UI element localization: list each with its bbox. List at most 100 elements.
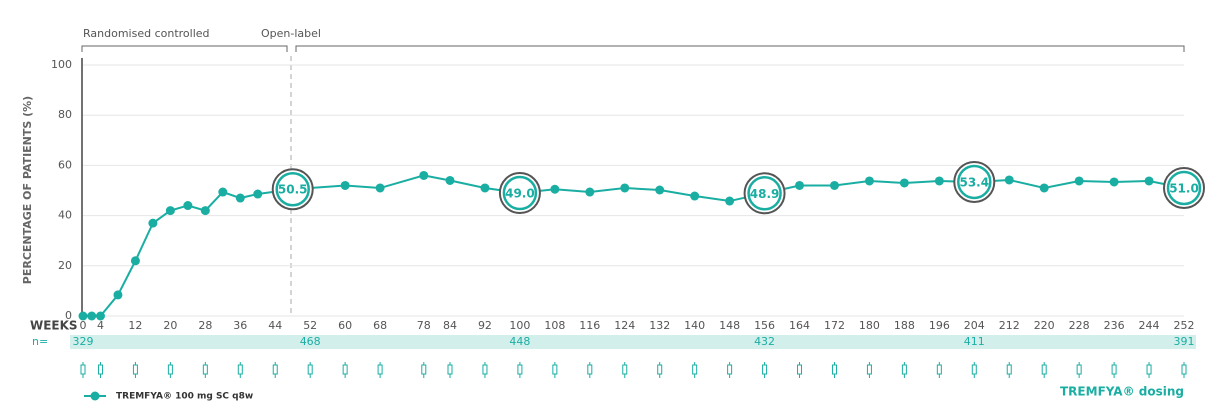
data-point xyxy=(1144,176,1154,186)
x-tick-label: 140 xyxy=(684,319,705,332)
dosing-icon xyxy=(307,362,313,378)
legend-label: TREMFYA® 100 mg SC q8w xyxy=(116,392,253,402)
sample-size: 411 xyxy=(964,335,985,348)
dosing-icon xyxy=(622,362,628,378)
y-tick-label: 60 xyxy=(58,158,72,171)
sample-size: 432 xyxy=(754,335,775,348)
phase-bracket xyxy=(295,45,1185,52)
data-point xyxy=(253,189,263,199)
x-tick-label: 236 xyxy=(1104,319,1125,332)
dosing-icon xyxy=(866,362,872,378)
phase-bracket xyxy=(81,45,288,52)
y-tick-label: 40 xyxy=(58,209,72,222)
data-point xyxy=(87,311,97,321)
data-label: 53.4 xyxy=(959,175,989,189)
dosing-icon xyxy=(727,362,733,378)
series-line xyxy=(83,174,1185,317)
x-tick-label: 52 xyxy=(303,319,317,332)
x-tick-label: 84 xyxy=(443,319,457,332)
data-point xyxy=(165,206,175,216)
data-point xyxy=(480,183,490,193)
x-tick-label: 172 xyxy=(824,319,845,332)
data-point xyxy=(620,183,630,193)
data-point xyxy=(864,176,874,186)
sample-size-band xyxy=(70,335,1196,349)
x-tick-label: 60 xyxy=(338,319,352,332)
data-point xyxy=(1039,183,1049,193)
x-tick-label: 212 xyxy=(999,319,1020,332)
dosing-icon xyxy=(167,362,173,378)
y-tick-label: 20 xyxy=(58,259,72,272)
x-tick-label: 0 xyxy=(80,319,87,332)
data-point xyxy=(795,180,805,190)
x-tick-label: 252 xyxy=(1174,319,1195,332)
dosing-icon xyxy=(971,362,977,378)
x-tick-label: 220 xyxy=(1034,319,1055,332)
legend-marker xyxy=(90,391,100,401)
dosing-icon xyxy=(1111,362,1117,378)
dosing-icon xyxy=(237,362,243,378)
dosing-icon xyxy=(936,362,942,378)
x-tick-label: 100 xyxy=(509,319,530,332)
data-point xyxy=(235,193,245,203)
data-point xyxy=(130,256,140,266)
sample-size: 391 xyxy=(1174,335,1195,348)
data-point xyxy=(183,201,193,211)
x-tick-label: 132 xyxy=(649,319,670,332)
x-tick-label: 188 xyxy=(894,319,915,332)
dosing-icon xyxy=(1041,362,1047,378)
data-point xyxy=(375,183,385,193)
data-point xyxy=(655,185,665,195)
dosing-icon xyxy=(447,362,453,378)
dosing-icon xyxy=(1146,362,1152,378)
data-point xyxy=(934,176,944,186)
dosing-icon xyxy=(482,362,488,378)
x-tick-label: 164 xyxy=(789,319,810,332)
data-point xyxy=(1074,176,1084,186)
data-point xyxy=(445,175,455,185)
x-axis-title: WEEKS xyxy=(30,319,78,333)
y-axis-title: PERCENTAGE OF PATIENTS (%) xyxy=(21,96,34,284)
dosing-icon xyxy=(421,362,427,378)
data-point xyxy=(690,191,700,201)
data-point xyxy=(829,180,839,190)
x-tick-label: 12 xyxy=(128,319,142,332)
dosing-icon xyxy=(552,362,558,378)
x-tick-label: 92 xyxy=(478,319,492,332)
dosing-icon xyxy=(1181,362,1187,378)
dosing-icon xyxy=(692,362,698,378)
data-point xyxy=(957,164,992,200)
data-label: 48.9 xyxy=(750,187,780,201)
dosing-icon xyxy=(342,362,348,378)
x-tick-label: 196 xyxy=(929,319,950,332)
data-point xyxy=(1004,175,1014,185)
dosing-icon xyxy=(517,362,523,378)
sample-size-label: n= xyxy=(32,335,48,348)
data-point xyxy=(148,218,158,228)
y-tick-label: 80 xyxy=(58,108,72,121)
data-point xyxy=(340,180,350,190)
data-point xyxy=(200,206,210,216)
data-point xyxy=(1166,170,1202,206)
sample-size: 468 xyxy=(300,335,321,348)
x-tick-label: 68 xyxy=(373,319,387,332)
x-tick-label: 28 xyxy=(198,319,212,332)
y-tick-label: 0 xyxy=(65,309,72,322)
x-tick-label: 20 xyxy=(163,319,177,332)
dosing-label: TREMFYA® dosing xyxy=(1060,385,1184,399)
dosing-icon xyxy=(377,362,383,378)
x-tick-label: 124 xyxy=(614,319,635,332)
data-point xyxy=(113,290,123,300)
x-tick-label: 44 xyxy=(268,319,282,332)
dosing-icon xyxy=(587,362,593,378)
sample-size: 329 xyxy=(73,335,94,348)
data-point xyxy=(725,196,735,206)
data-point xyxy=(1109,177,1119,187)
x-tick-label: 228 xyxy=(1069,319,1090,332)
dosing-icon xyxy=(80,362,86,378)
dosing-icon xyxy=(762,362,768,378)
data-point xyxy=(218,187,228,197)
phase-label: Randomised controlled xyxy=(83,27,210,40)
dosing-icon xyxy=(657,362,663,378)
